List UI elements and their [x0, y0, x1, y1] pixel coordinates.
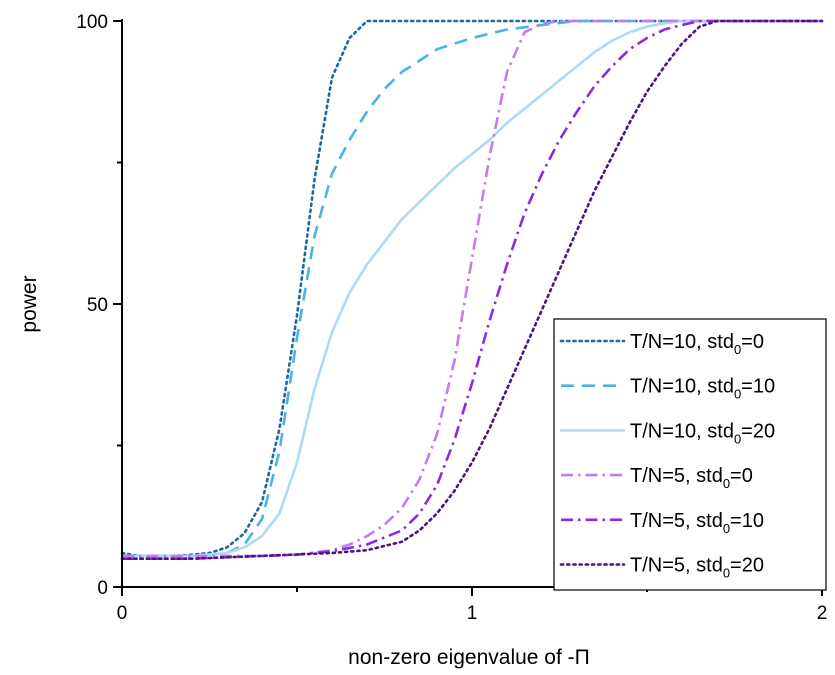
legend-label-3: T/N=10, std0=20: [630, 420, 775, 446]
series-line-3: [120, 19, 824, 558]
legend-box: [553, 318, 827, 591]
legend-label-4: T/N=5, std0=0: [630, 465, 753, 491]
x-tick-label: 2: [817, 603, 828, 624]
legend-label-6: T/N=5, std0=20: [630, 555, 764, 581]
y-tick-label: 50: [87, 295, 108, 316]
tick-labels: 0 50 100 0 1 2: [76, 12, 827, 624]
series-line-2: [122, 19, 822, 558]
x-axis-title: non-zero eigenvalue of -Π: [348, 646, 590, 669]
legend-label-1: T/N=10, std0=0: [630, 331, 764, 357]
x-tick-label: 0: [117, 603, 128, 624]
y-tick-label: 100: [76, 12, 108, 33]
y-tick-label: 0: [97, 578, 108, 599]
legend-label-5: T/N=5, std0=10: [630, 510, 764, 536]
series-line-5: [122, 19, 822, 561]
legend-label-2: T/N=10, std0=10: [630, 376, 775, 402]
plot-area: [120, 19, 824, 561]
x-tick-label: 1: [467, 603, 478, 624]
y-axis-title: power: [18, 275, 41, 332]
series-line-6: [120, 19, 824, 561]
legend: T/N=10, std0=0 T/N=10, std0=10 T/N=10, std…: [553, 318, 827, 591]
